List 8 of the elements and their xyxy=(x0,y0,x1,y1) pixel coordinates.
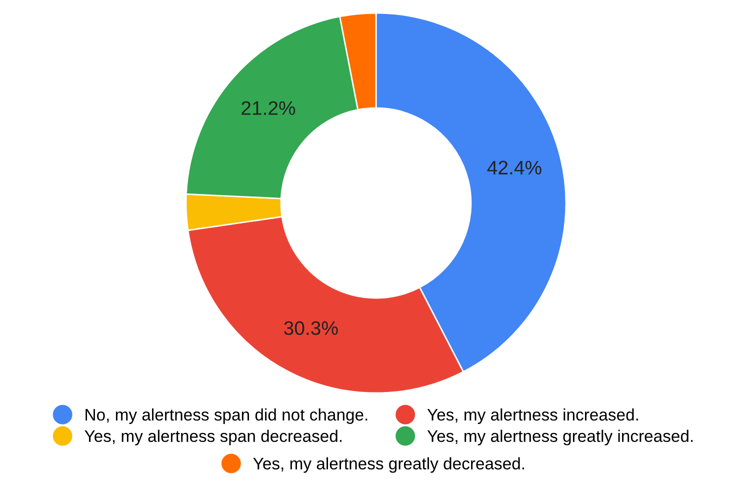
legend-label: Yes, my alertness span decreased. xyxy=(84,430,342,446)
legend-label: Yes, my alertness greatly decreased. xyxy=(253,457,524,473)
legend-label: Yes, my alertness increased. xyxy=(427,408,638,424)
legend-label: Yes, my alertness greatly increased. xyxy=(427,430,693,446)
data-label: 30.3% xyxy=(284,321,338,335)
legend-label: No, my alertness span did not change. xyxy=(86,408,368,424)
data-label: 42.4% xyxy=(487,160,542,174)
data-label: 21.2% xyxy=(242,101,296,115)
